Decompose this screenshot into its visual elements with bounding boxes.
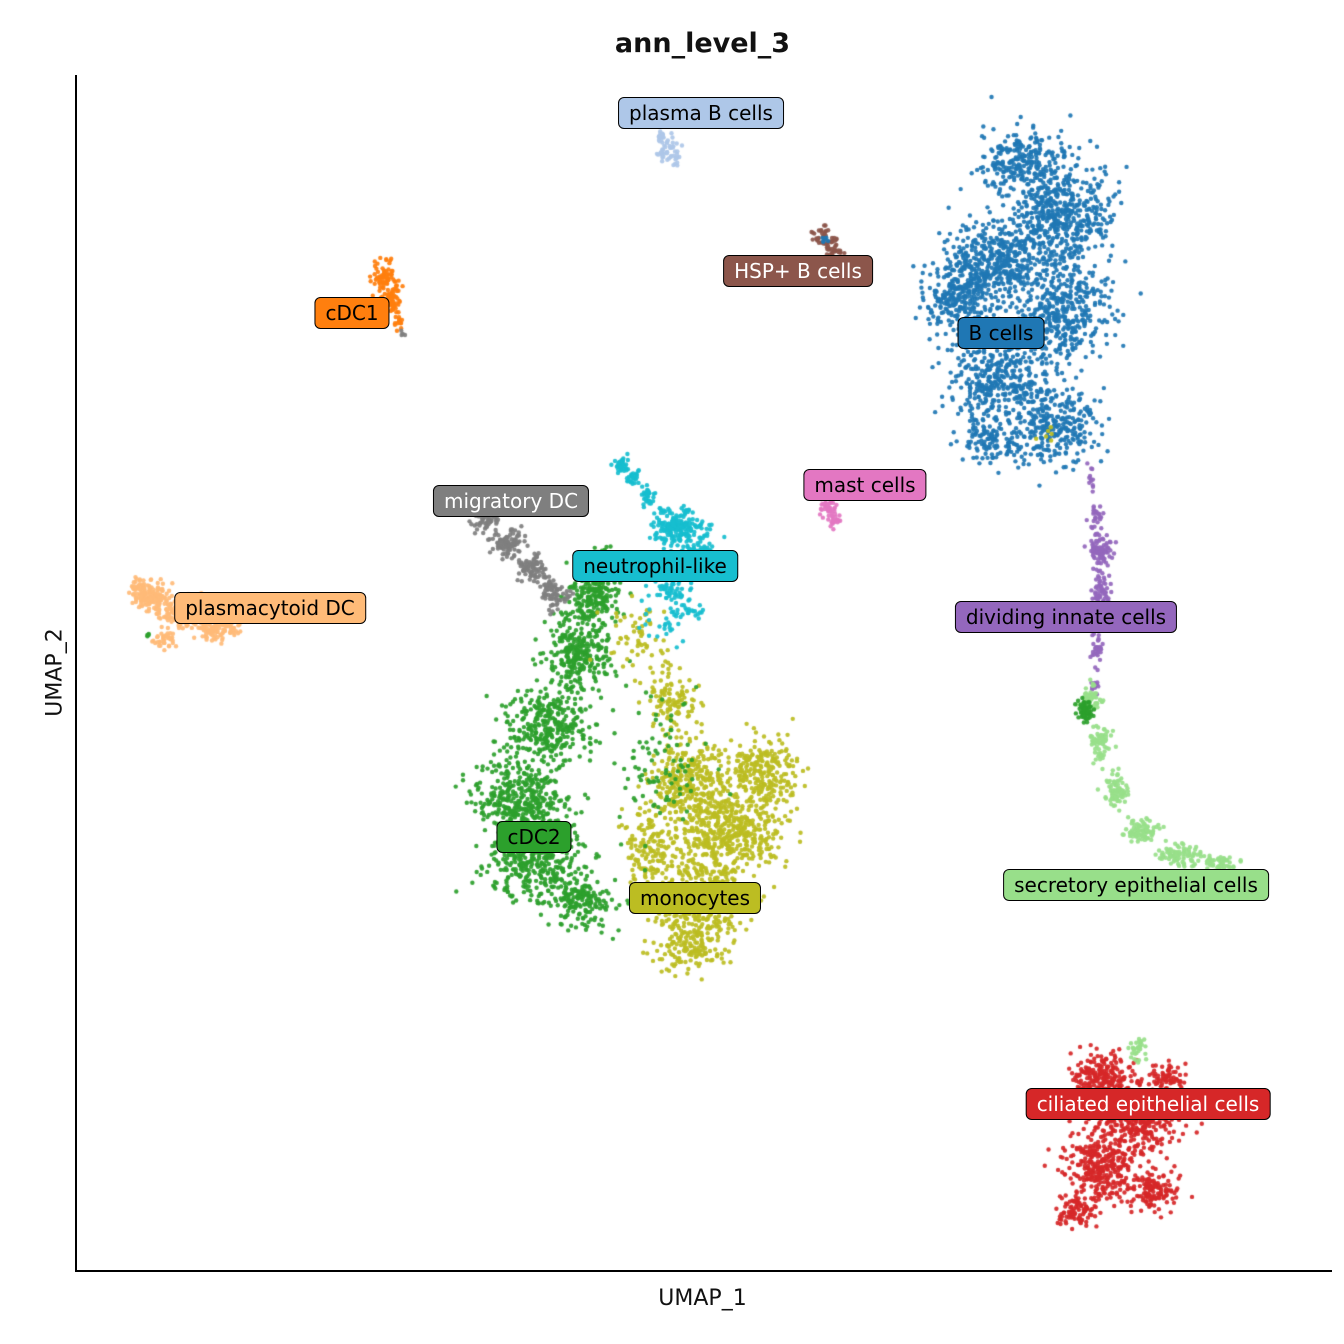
cluster-label-mast-cells: mast cells [803,469,927,501]
cluster-label-plasmacytoid-dc: plasmacytoid DC [174,592,366,624]
cluster-label-ciliated-epithelial-cells: ciliated epithelial cells [1025,1088,1271,1120]
cluster-label-plasma-b-cells: plasma B cells [618,97,784,129]
cluster-label-hsp-b-cells: HSP+ B cells [723,255,873,287]
cluster-label-migratory-dc: migratory DC [432,485,590,517]
cluster-label-dividing-innate-cells: dividing innate cells [954,601,1178,633]
cluster-label-secretory-epithelial-cells: secretory epithelial cells [1003,869,1269,901]
cluster-label-cdc2: cDC2 [496,821,572,853]
x-axis-label: UMAP_1 [658,1286,747,1311]
cluster-label-cdc1: cDC1 [314,297,390,329]
y-axis-label: UMAP_2 [42,628,68,717]
cluster-label-neutrophil-like: neutrophil-like [572,550,738,582]
cluster-label-b-cells: B cells [957,317,1045,349]
cluster-label-monocytes: monocytes [628,882,762,914]
